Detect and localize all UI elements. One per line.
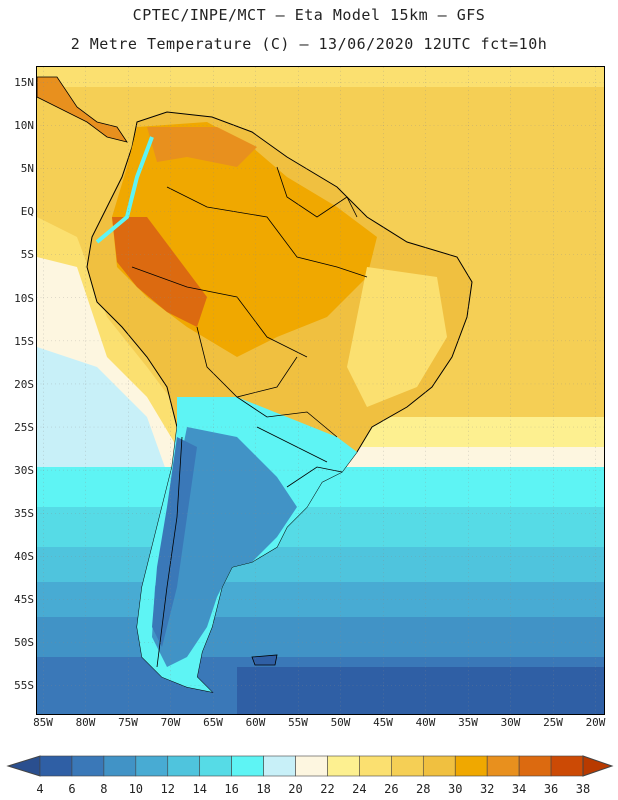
colorbar-segment bbox=[327, 755, 360, 777]
colorbar-segment bbox=[454, 755, 488, 777]
colorbar-segment bbox=[135, 755, 169, 777]
colorbar-label: 28 bbox=[416, 782, 431, 796]
colorbar-below-arrow bbox=[6, 755, 41, 777]
lat-tick-label: 10N bbox=[14, 119, 34, 133]
colorbar-label: 10 bbox=[128, 782, 144, 796]
lat-tick-label: 5N bbox=[20, 162, 34, 176]
colorbar-label: 30 bbox=[448, 782, 463, 796]
colorbar-segment bbox=[71, 755, 105, 777]
lon-tick-label: 30W bbox=[500, 716, 521, 729]
colorbar-segment bbox=[39, 755, 73, 777]
colorbar-above-arrow bbox=[582, 755, 614, 777]
colorbar-segment bbox=[167, 755, 201, 777]
lon-tick-label: 60W bbox=[245, 716, 266, 729]
colorbar-label: 34 bbox=[511, 782, 527, 796]
colorbar-segment bbox=[518, 755, 552, 777]
colorbar-segment bbox=[263, 755, 296, 777]
lat-tick-label: 50S bbox=[14, 636, 34, 650]
lat-tick-label: 20S bbox=[14, 377, 34, 391]
temperature-map bbox=[36, 66, 605, 715]
lon-tick-label: 25W bbox=[543, 716, 563, 729]
colorbar-segment bbox=[422, 755, 456, 777]
lon-tick-label: 80W bbox=[75, 716, 96, 729]
grid-overlay bbox=[37, 67, 604, 714]
colorbar-segment bbox=[199, 755, 232, 777]
map-title-line2: 2 Metre Temperature (C) – 13/06/2020 12U… bbox=[70, 35, 548, 53]
colorbar-segment bbox=[103, 755, 137, 777]
colorbar-label: 32 bbox=[479, 782, 495, 796]
colorbar-label: 20 bbox=[288, 782, 303, 796]
colorbar-label: 22 bbox=[320, 782, 335, 796]
colorbar-label: 18 bbox=[256, 782, 271, 796]
colorbar-label: 6 bbox=[68, 782, 76, 796]
colorbar-segment bbox=[295, 755, 328, 777]
colorbar-segment bbox=[391, 755, 424, 777]
colorbar-label: 8 bbox=[100, 782, 108, 796]
colorbar-label: 26 bbox=[384, 782, 399, 796]
colorbar-label: 14 bbox=[192, 782, 207, 796]
temperature-map-svg bbox=[37, 67, 604, 714]
lat-tick-label: 40S bbox=[14, 550, 34, 564]
colorbar-segment bbox=[486, 755, 520, 777]
colorbar-segment bbox=[231, 755, 264, 777]
lon-tick-label: 65W bbox=[203, 716, 223, 729]
lon-tick-label: 70W bbox=[160, 716, 181, 729]
lat-tick-label: 15N bbox=[14, 76, 34, 89]
colorbar-label: 4 bbox=[36, 782, 44, 796]
colorbar-segment bbox=[550, 755, 584, 777]
lat-tick-label: 55S bbox=[14, 679, 34, 693]
lon-tick-label: 35W bbox=[458, 716, 478, 729]
lon-tick-label: 55W bbox=[288, 716, 308, 729]
colorbar-label: 16 bbox=[224, 782, 239, 796]
colorbar-label: 36 bbox=[543, 782, 559, 796]
lon-tick-label: 20W bbox=[585, 716, 606, 729]
lon-tick-label: 85W bbox=[33, 716, 53, 729]
colorbar bbox=[6, 755, 614, 777]
lat-tick-label: 30S bbox=[14, 463, 34, 477]
lat-tick-label: 5S bbox=[20, 248, 34, 262]
colorbar-segment bbox=[359, 755, 392, 777]
lon-tick-label: 40W bbox=[415, 716, 436, 729]
colorbar-label: 24 bbox=[352, 782, 367, 796]
lat-tick-label: EQ bbox=[20, 205, 34, 219]
lat-tick-label: 10S bbox=[14, 291, 34, 305]
lat-tick-label: 35S bbox=[14, 507, 34, 520]
lat-tick-label: 25S bbox=[14, 420, 34, 434]
map-title-line1: CPTEC/INPE/MCT – Eta Model 15km – GFS bbox=[132, 6, 486, 24]
lat-tick-label: 15S bbox=[14, 334, 34, 348]
lon-tick-label: 45W bbox=[373, 716, 393, 729]
colorbar-label: 38 bbox=[575, 782, 591, 796]
lon-tick-label: 75W bbox=[118, 716, 138, 729]
colorbar-label: 12 bbox=[160, 782, 175, 796]
lon-tick-label: 50W bbox=[330, 716, 351, 729]
lat-tick-label: 45S bbox=[14, 593, 34, 607]
